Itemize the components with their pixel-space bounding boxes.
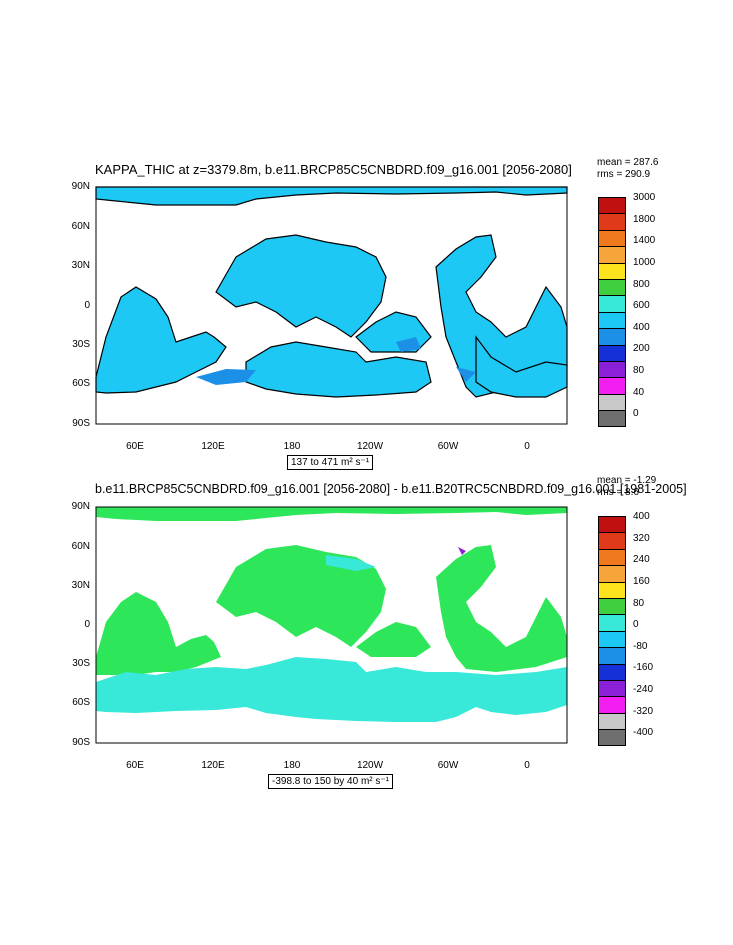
rms-label: rms = 8.6 xyxy=(597,487,639,498)
lat-label: 30S xyxy=(72,339,90,350)
colorbar-swatch xyxy=(598,729,626,747)
lat-label: 0 xyxy=(84,619,90,630)
colorbar xyxy=(598,516,626,747)
colorbar-swatch xyxy=(598,197,626,214)
colorbar-swatch xyxy=(598,663,626,680)
colorbar-swatch xyxy=(598,393,626,411)
lat-label: 60S xyxy=(72,697,90,708)
colorbar-swatch xyxy=(598,328,626,345)
colorbar-swatch xyxy=(598,278,626,296)
colorbar-swatch xyxy=(598,532,626,549)
colorbar xyxy=(598,197,626,428)
lon-label: 120W xyxy=(356,441,384,452)
colorbar-label: 1400 xyxy=(633,235,656,246)
colorbar-label: 240 xyxy=(633,554,650,565)
lon-label: 0 xyxy=(524,441,530,452)
ocean-field xyxy=(96,555,567,722)
colorbar-swatch xyxy=(598,360,626,378)
colorbar-label: 160 xyxy=(633,576,650,587)
colorbar-swatch xyxy=(598,377,626,394)
map-title: KAPPA_THIC at z=3379.8m, b.e11.BRCP85C5C… xyxy=(95,162,572,177)
map-plot xyxy=(95,186,568,425)
colorbar-swatch xyxy=(598,597,626,615)
colorbar-label: 200 xyxy=(633,343,650,354)
colorbar-label: 80 xyxy=(633,365,645,376)
colorbar-label: -320 xyxy=(633,706,654,717)
colorbar-swatch xyxy=(598,712,626,730)
lat-label: 90S xyxy=(72,737,90,748)
colorbar-label: 400 xyxy=(633,511,650,522)
colorbar-label: -400 xyxy=(633,727,654,738)
colorbar-label: 80 xyxy=(633,598,645,609)
lat-label: 60N xyxy=(71,221,90,232)
lon-label: 120E xyxy=(201,760,225,771)
lat-label: 90N xyxy=(71,181,90,192)
colorbar-label: 3000 xyxy=(633,192,656,203)
colorbar-swatch xyxy=(598,311,626,329)
lon-label: 60W xyxy=(437,760,459,771)
colorbar-label: 800 xyxy=(633,279,650,290)
colorbar-swatch xyxy=(598,565,626,582)
range-label: -398.8 to 150 by 40 m² s⁻¹ xyxy=(268,774,394,789)
colorbar-swatch xyxy=(598,262,626,279)
lon-label: 60E xyxy=(126,441,144,452)
colorbar-label: 0 xyxy=(633,408,639,419)
lat-label: 60S xyxy=(72,378,90,389)
ocean-field xyxy=(96,507,567,675)
lon-label: 60W xyxy=(437,441,459,452)
colorbar-label: 1000 xyxy=(633,257,656,268)
mean-label: mean = 287.6 xyxy=(597,157,659,168)
lat-label: 0 xyxy=(84,300,90,311)
map-plot xyxy=(95,506,568,744)
range-label: 137 to 471 m² s⁻¹ xyxy=(287,455,374,470)
colorbar-swatch xyxy=(598,679,626,697)
colorbar-swatch xyxy=(598,229,626,247)
colorbar-label: 400 xyxy=(633,322,650,333)
colorbar-label: -240 xyxy=(633,684,654,695)
lat-label: 30N xyxy=(71,260,90,271)
lon-label: 60E xyxy=(126,760,144,771)
colorbar-swatch xyxy=(598,213,626,230)
lat-label: 90S xyxy=(72,418,90,429)
colorbar-label: 600 xyxy=(633,300,650,311)
lon-label: 180 xyxy=(283,760,301,771)
colorbar-swatch xyxy=(598,516,626,533)
map-title: b.e11.BRCP85C5CNBDRD.f09_g16.001 [2056-2… xyxy=(95,482,687,496)
colorbar-label: 1800 xyxy=(633,214,656,225)
lon-label: 120W xyxy=(356,760,384,771)
colorbar-swatch xyxy=(598,614,626,631)
colorbar-label: 40 xyxy=(633,387,645,398)
mean-label: mean = -1.29 xyxy=(597,475,657,486)
colorbar-swatch xyxy=(598,410,626,428)
lat-label: 30S xyxy=(72,658,90,669)
colorbar-label: -160 xyxy=(633,662,654,673)
colorbar-swatch xyxy=(598,630,626,648)
colorbar-label: 0 xyxy=(633,619,639,630)
lon-label: 120E xyxy=(201,441,225,452)
colorbar-label: -80 xyxy=(633,641,648,652)
lat-label: 60N xyxy=(71,541,90,552)
rms-label: rms = 290.9 xyxy=(597,169,651,180)
colorbar-swatch xyxy=(598,295,626,312)
lat-label: 30N xyxy=(71,580,90,591)
lon-label: 180 xyxy=(283,441,301,452)
colorbar-label: 320 xyxy=(633,533,650,544)
colorbar-swatch xyxy=(598,647,626,664)
lon-label: 0 xyxy=(524,760,530,771)
colorbar-swatch xyxy=(598,696,626,713)
lat-label: 90N xyxy=(71,501,90,512)
colorbar-swatch xyxy=(598,344,626,361)
colorbar-swatch xyxy=(598,548,626,566)
colorbar-swatch xyxy=(598,246,626,263)
colorbar-swatch xyxy=(598,581,626,598)
